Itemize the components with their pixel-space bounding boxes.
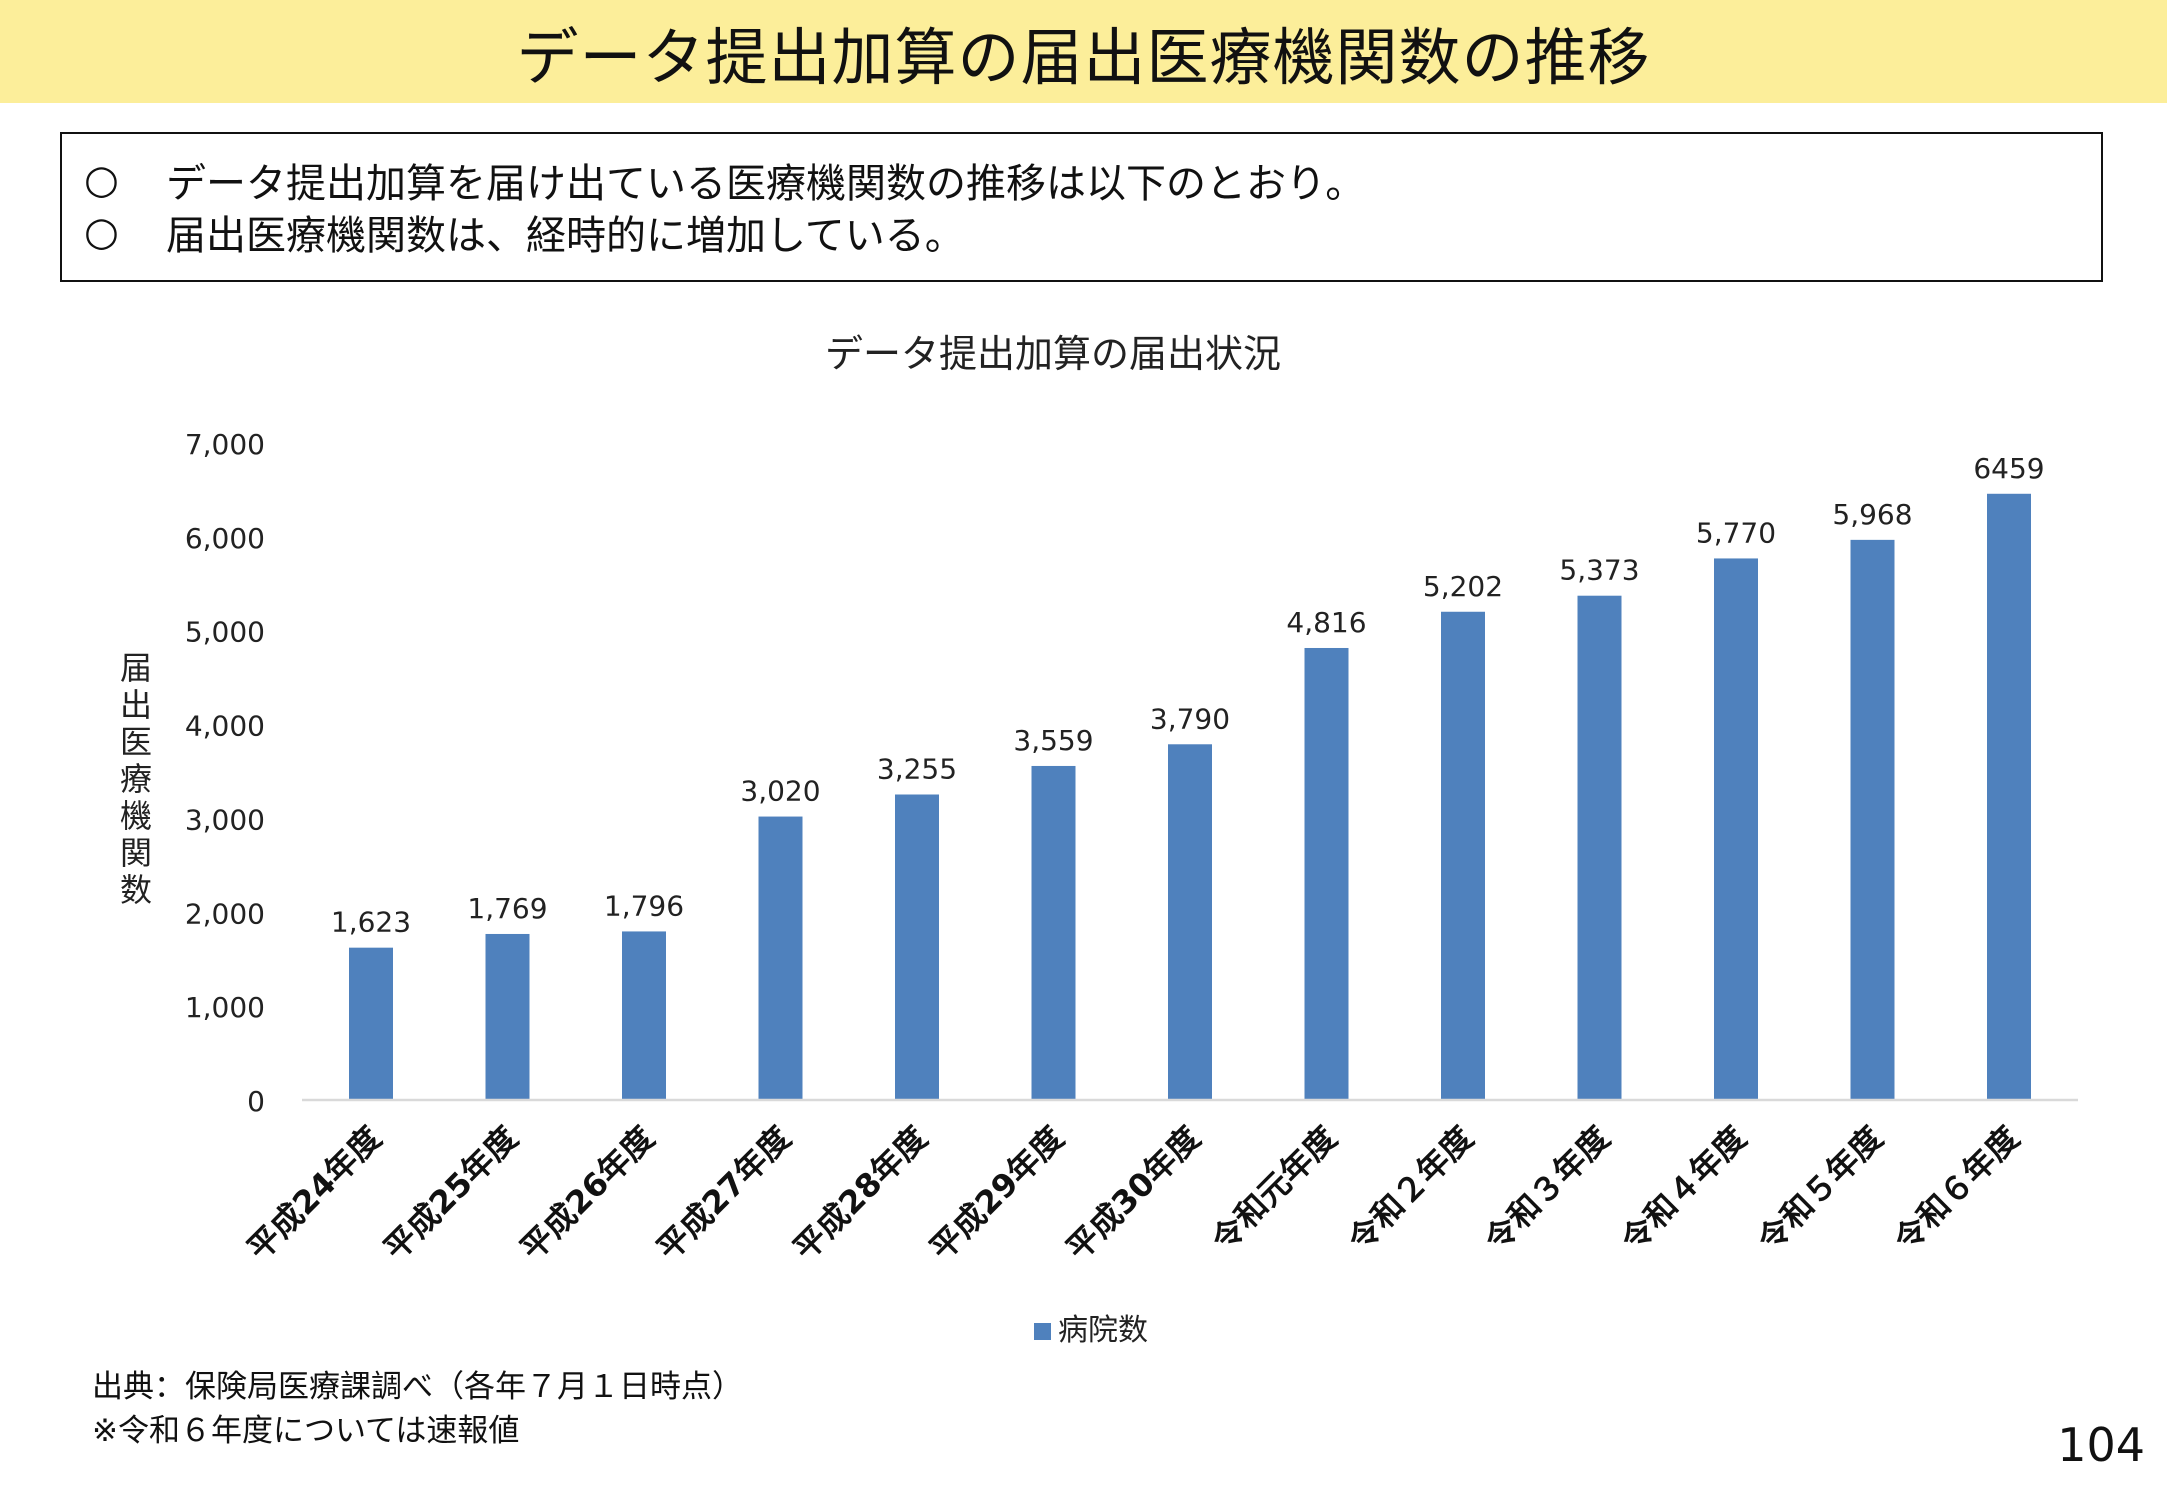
x-tick-label: 平成27年度 bbox=[649, 1119, 798, 1268]
bar bbox=[1577, 595, 1622, 1100]
preliminary-note: ※令和６年度については速報値 bbox=[92, 1413, 520, 1449]
summary-bullet: ○ 届出医療機関数は、経時的に増加している。 bbox=[84, 206, 2101, 259]
y-axis-title-char: 届 bbox=[119, 649, 152, 687]
legend-label: 病院数 bbox=[1058, 1313, 1148, 1348]
x-tick-label: 令和元年度 bbox=[1204, 1119, 1344, 1259]
legend-swatch bbox=[1034, 1323, 1051, 1340]
x-tick-label: 令和３年度 bbox=[1477, 1119, 1617, 1259]
bullet-circle-icon: ○ bbox=[84, 157, 119, 203]
bar-value-label: 5,373 bbox=[1559, 554, 1639, 587]
x-tick-label: 令和５年度 bbox=[1750, 1119, 1890, 1259]
y-axis-title: 届出医療機関数 bbox=[114, 650, 158, 909]
bar-value-label: 5,968 bbox=[1832, 498, 1912, 531]
y-tick-label: 3,000 bbox=[185, 803, 265, 836]
bar bbox=[1031, 765, 1076, 1100]
x-tick-label: 令和２年度 bbox=[1341, 1119, 1481, 1259]
page-number: 104 bbox=[2057, 1418, 2145, 1472]
summary-bullet: ○ データ提出加算を届け出ている医療機関数の推移は以下のとおり。 bbox=[84, 154, 2101, 207]
x-tick-label: 令和４年度 bbox=[1614, 1119, 1754, 1259]
bar-value-label: 1,796 bbox=[604, 889, 684, 922]
bar-value-label: 5,202 bbox=[1423, 570, 1503, 603]
y-axis-title-char: 関 bbox=[119, 834, 152, 872]
y-tick-label: 7,000 bbox=[185, 428, 265, 461]
title-bar: データ提出加算の届出医療機関数の推移 bbox=[0, 0, 2167, 103]
bar bbox=[1304, 647, 1349, 1100]
x-tick-label: 平成24年度 bbox=[240, 1119, 389, 1268]
bar bbox=[758, 816, 803, 1100]
x-tick-label: 平成26年度 bbox=[513, 1119, 662, 1268]
y-tick-label: 2,000 bbox=[185, 897, 265, 930]
y-axis-title-char: 機 bbox=[119, 797, 152, 835]
bar bbox=[895, 794, 939, 1100]
chart-title: データ提出加算の届出状況 bbox=[825, 332, 1281, 376]
y-axis-title-char: 療 bbox=[119, 760, 152, 798]
bar bbox=[485, 933, 530, 1100]
x-tick-label: 平成28年度 bbox=[786, 1119, 935, 1268]
page-title: データ提出加算の届出医療機関数の推移 bbox=[516, 20, 1651, 94]
y-axis-title-char: 数 bbox=[119, 871, 152, 909]
bar-value-label: 3,255 bbox=[877, 752, 957, 785]
bar-value-label: 1,623 bbox=[331, 906, 411, 939]
bar bbox=[1441, 611, 1485, 1100]
y-tick-label: 5,000 bbox=[185, 616, 265, 649]
legend: 病院数 bbox=[1034, 1313, 1148, 1348]
chart-area: データ提出加算の届出状況 0 1,000 2,000 3,000 4,000 5,000 6… bbox=[0, 310, 2167, 1350]
x-tick-label: 平成29年度 bbox=[922, 1119, 1071, 1268]
bar-value-label: 5,770 bbox=[1696, 516, 1776, 549]
y-axis-title-char: 医 bbox=[119, 723, 152, 761]
y-tick-label: 0 bbox=[247, 1085, 265, 1118]
x-axis-ticks: 平成24年度平成25年度平成26年度平成27年度平成28年度平成29年度平成30… bbox=[240, 1119, 2027, 1268]
bar bbox=[622, 931, 666, 1100]
bar-value-label: 6459 bbox=[1973, 452, 2044, 485]
bar bbox=[1168, 744, 1212, 1100]
x-tick-label: 平成25年度 bbox=[376, 1119, 525, 1268]
y-tick-label: 4,000 bbox=[185, 710, 265, 743]
x-tick-label: 平成30年度 bbox=[1059, 1119, 1208, 1268]
y-axis-title-char: 出 bbox=[119, 686, 152, 724]
bar bbox=[349, 947, 393, 1100]
bar bbox=[1714, 558, 1758, 1100]
footer: 出典：保険局医療課調べ（各年７月１日時点） ※令和６年度については速報値 bbox=[92, 1365, 743, 1453]
bar-series bbox=[349, 493, 2031, 1100]
y-tick-label: 6,000 bbox=[185, 522, 265, 555]
bullet-circle-icon: ○ bbox=[84, 209, 119, 255]
bar-value-label: 1,769 bbox=[467, 892, 547, 925]
x-tick-label: 令和６年度 bbox=[1887, 1119, 2027, 1259]
y-tick-label: 1,000 bbox=[185, 991, 265, 1024]
y-axis-ticks: 0 1,000 2,000 3,000 4,000 5,000 6,000 7,000 bbox=[185, 428, 265, 1118]
source-note: 出典：保険局医療課調べ（各年７月１日時点） bbox=[92, 1369, 743, 1405]
summary-box: ○ データ提出加算を届け出ている医療機関数の推移は以下のとおり。 ○ 届出医療機… bbox=[60, 132, 2103, 282]
bar-value-label: 3,559 bbox=[1013, 724, 1093, 757]
bar-value-label: 4,816 bbox=[1286, 606, 1366, 639]
bar bbox=[1850, 539, 1895, 1100]
bar-chart: データ提出加算の届出状況 0 1,000 2,000 3,000 4,000 5,000 6… bbox=[185, 332, 2078, 1348]
summary-bullet-text: 届出医療機関数は、経時的に増加している。 bbox=[166, 213, 965, 259]
bar bbox=[1987, 493, 2031, 1100]
data-labels: 1,623 1,769 1,796 3,020 3,255 3,559 3,790 4,816… bbox=[331, 452, 2045, 939]
bar-value-label: 3,020 bbox=[740, 775, 820, 808]
bar-value-label: 3,790 bbox=[1150, 702, 1230, 735]
summary-bullet-text: データ提出加算を届け出ている医療機関数の推移は以下のとおり。 bbox=[166, 161, 1366, 207]
